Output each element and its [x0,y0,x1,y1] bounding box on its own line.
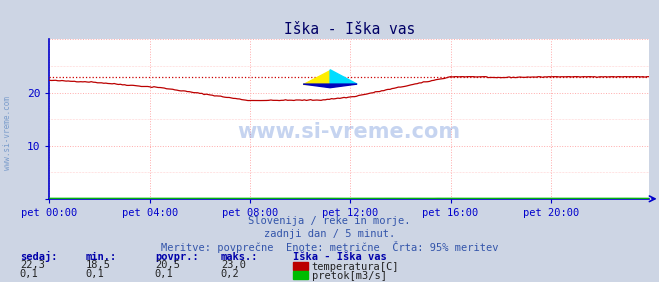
Text: 0,1: 0,1 [155,269,173,279]
Text: 0,1: 0,1 [20,269,38,279]
Text: Meritve: povprečne  Enote: metrične  Črta: 95% meritev: Meritve: povprečne Enote: metrične Črta:… [161,241,498,253]
Text: sedaj:: sedaj: [20,251,57,262]
Text: 0,1: 0,1 [86,269,104,279]
Text: www.si-vreme.com: www.si-vreme.com [3,96,13,169]
Text: maks.:: maks.: [221,252,258,262]
Text: temperatura[C]: temperatura[C] [312,262,399,272]
Text: 18,5: 18,5 [86,261,111,270]
Text: www.si-vreme.com: www.si-vreme.com [238,122,461,142]
Text: 20,5: 20,5 [155,261,180,270]
Text: zadnji dan / 5 minut.: zadnji dan / 5 minut. [264,230,395,239]
Polygon shape [330,70,357,84]
Title: Iška - Iška vas: Iška - Iška vas [283,22,415,37]
Text: 0,2: 0,2 [221,269,239,279]
Text: Iška - Iška vas: Iška - Iška vas [293,252,387,262]
Text: Slovenija / reke in morje.: Slovenija / reke in morje. [248,216,411,226]
Polygon shape [303,70,330,84]
Text: povpr.:: povpr.: [155,252,198,262]
Text: 22,3: 22,3 [20,261,45,270]
Text: pretok[m3/s]: pretok[m3/s] [312,271,387,281]
Text: 23,0: 23,0 [221,261,246,270]
Text: min.:: min.: [86,252,117,262]
Polygon shape [303,84,357,88]
